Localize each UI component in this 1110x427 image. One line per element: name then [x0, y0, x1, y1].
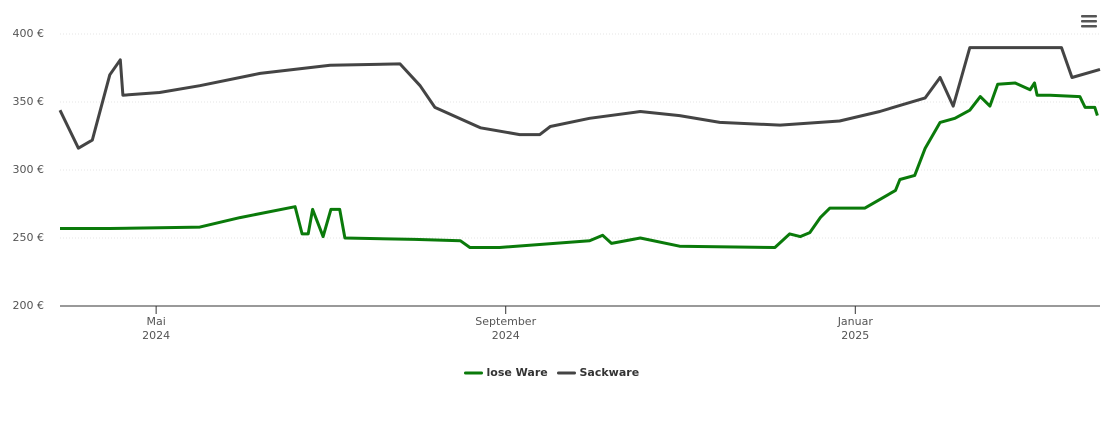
line-series	[60, 81, 1099, 249]
legend-item[interactable]: lose Ware	[464, 366, 548, 379]
menu-icon[interactable]	[1081, 15, 1097, 28]
y-tick-label: 200 €	[13, 299, 45, 312]
x-tick-label: Januar	[837, 315, 874, 328]
x-tick-label: Mai	[146, 315, 165, 328]
legend: lose Ware Sackware	[464, 366, 640, 379]
y-tick-label: 400 €	[13, 27, 45, 40]
y-tick-label: 250 €	[13, 231, 45, 244]
y-tick-label: 350 €	[13, 95, 45, 108]
legend-label: lose Ware	[487, 366, 548, 379]
x-tick-label: 2024	[142, 329, 170, 342]
line-series	[58, 46, 1101, 150]
x-tick-label: 2024	[492, 329, 520, 342]
x-tick-label: September	[475, 315, 536, 328]
x-tick-label: 2025	[841, 329, 869, 342]
legend-label: Sackware	[580, 366, 640, 379]
y-tick-label: 300 €	[13, 163, 45, 176]
legend-item[interactable]: Sackware	[557, 366, 640, 379]
